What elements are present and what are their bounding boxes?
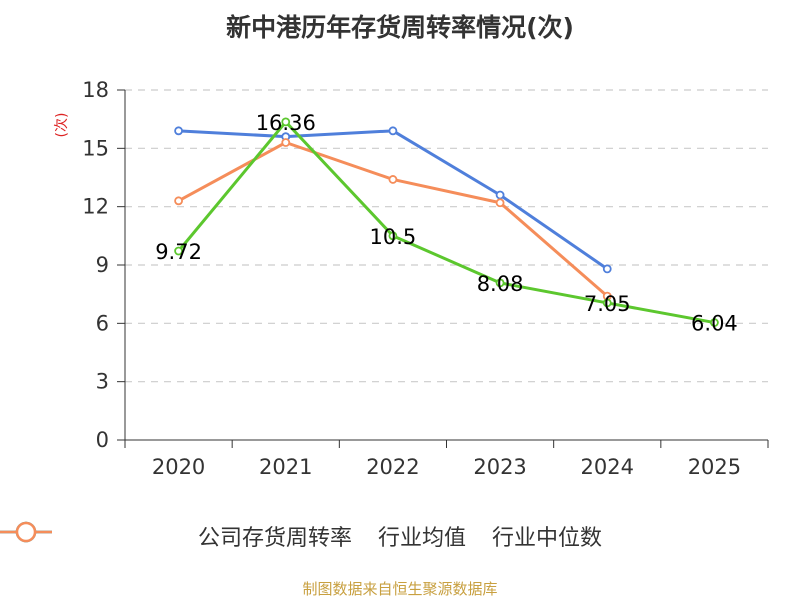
y-tick-label: 12 xyxy=(82,195,109,219)
y-tick-label: 15 xyxy=(82,136,109,160)
data-point xyxy=(495,198,505,208)
legend-item[interactable]: 行业均值 xyxy=(0,520,466,552)
x-tick-label: 2025 xyxy=(688,455,741,479)
x-tick-label: 2024 xyxy=(581,455,634,479)
series-line xyxy=(177,141,609,298)
data-label: 9.72 xyxy=(155,240,202,264)
legend-item[interactable]: 行业中位数 xyxy=(0,520,603,552)
data-label: 8.08 xyxy=(477,272,524,296)
data-point xyxy=(388,175,398,184)
data-point xyxy=(388,126,398,136)
data-point xyxy=(495,190,505,200)
data-point xyxy=(174,246,183,256)
x-tick-label: 2021 xyxy=(259,455,312,479)
y-tick-label: 9 xyxy=(96,253,109,277)
data-label: 16.36 xyxy=(256,111,316,135)
y-axis-label: (次) xyxy=(54,113,70,138)
data-point xyxy=(495,278,505,288)
data-point xyxy=(174,126,183,136)
y-tick-label: 18 xyxy=(82,78,109,102)
source-note: 制图数据来自恒生聚源数据库 xyxy=(302,580,498,598)
data-point xyxy=(281,117,291,127)
legend-symbol xyxy=(0,521,52,543)
legend-item[interactable]: 公司存货周转率 xyxy=(0,520,352,552)
series-line xyxy=(177,120,715,325)
legend-label: 行业均值 xyxy=(377,526,466,551)
data-point xyxy=(388,231,398,241)
x-tick-label: 2020 xyxy=(152,455,205,479)
data-label: 7.05 xyxy=(584,292,631,316)
y-tick-label: 0 xyxy=(96,428,109,452)
data-point xyxy=(710,318,719,327)
x-tick-label: 2022 xyxy=(366,455,419,479)
data-label: 6.04 xyxy=(691,312,738,336)
data-label: 10.5 xyxy=(370,225,417,249)
data-point xyxy=(174,196,183,206)
data-point xyxy=(602,298,612,308)
chart-title: 新中港历年存货周转率情况(次) xyxy=(226,13,574,42)
x-tick-label: 2023 xyxy=(473,455,526,479)
legend-label: 行业中位数 xyxy=(492,526,603,551)
legend: 公司存货周转率 行业均值 行业中位数 xyxy=(0,520,800,552)
legend-label: 公司存货周转率 xyxy=(197,526,352,551)
y-tick-label: 3 xyxy=(96,370,109,394)
data-point xyxy=(281,138,291,147)
y-tick-label: 6 xyxy=(96,311,109,335)
data-point xyxy=(602,264,612,274)
